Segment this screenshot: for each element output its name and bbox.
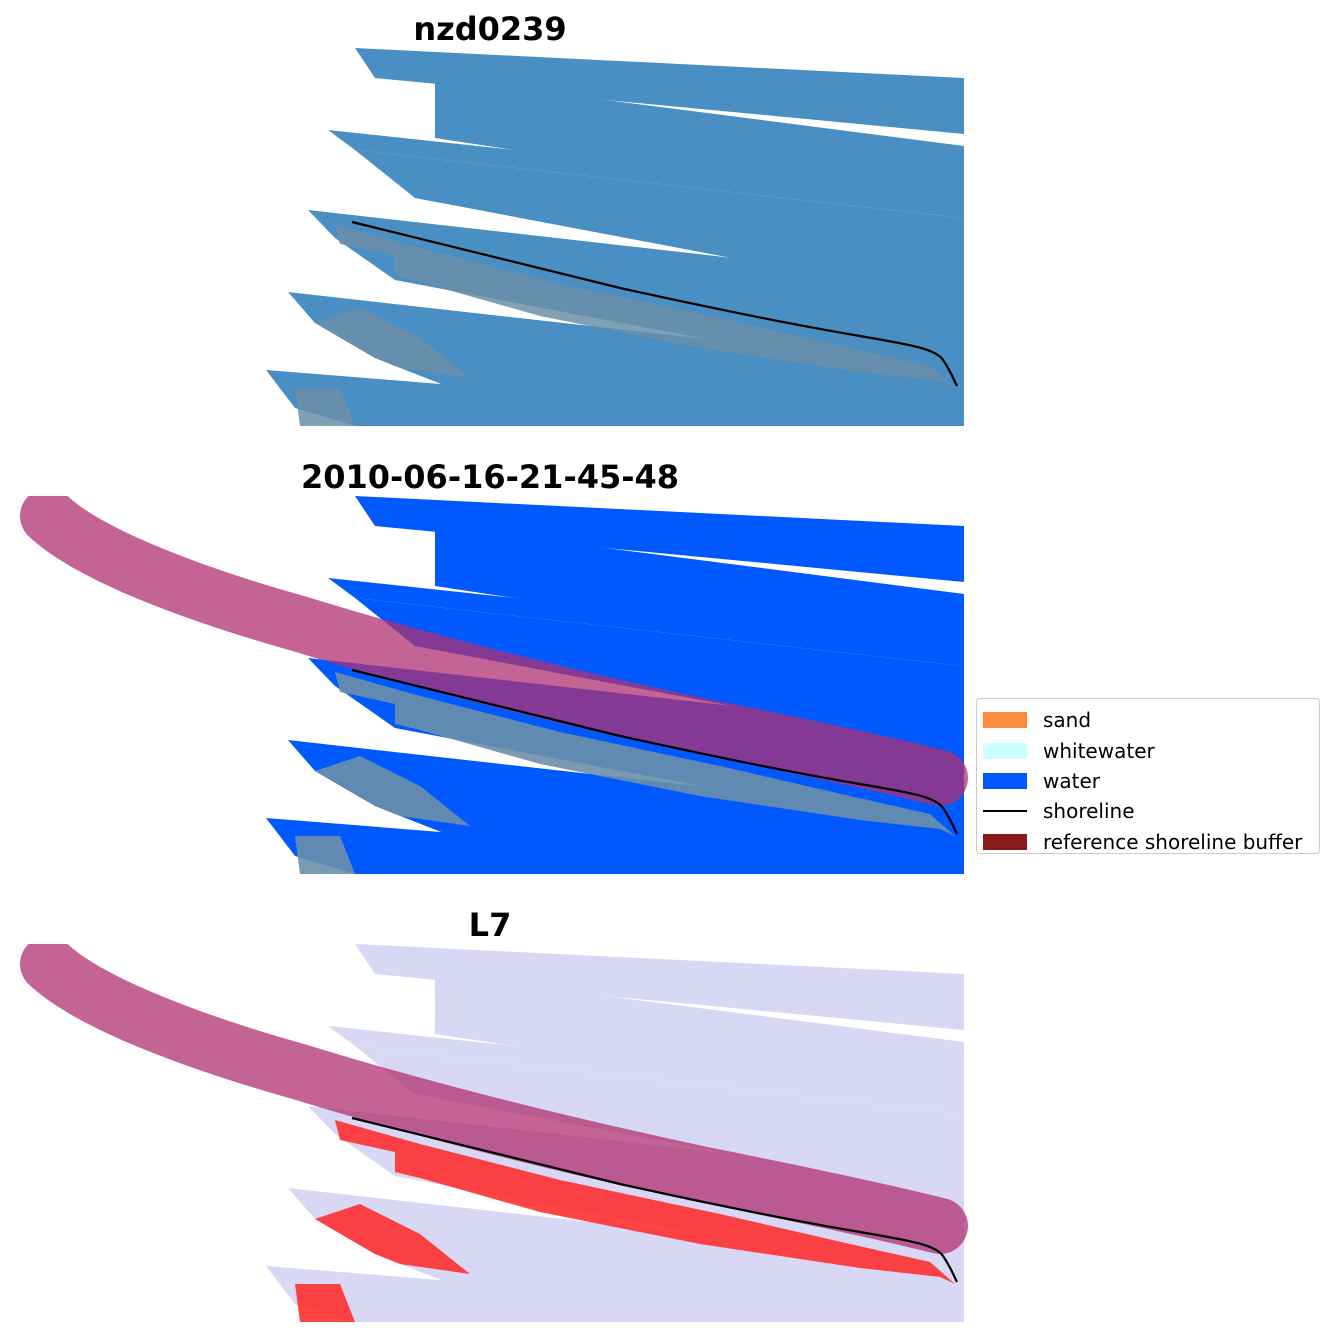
legend-item-buffer: reference shoreline buffer [983, 827, 1319, 857]
legend-item-shoreline: shoreline [983, 796, 1319, 826]
rgb-image [266, 48, 964, 426]
legend-label-sand: sand [1043, 708, 1092, 733]
legend-swatch-sand [983, 712, 1027, 729]
land-area [295, 1120, 955, 1322]
legend: sand whitewater water shoreline referenc… [976, 698, 1320, 854]
land-area [295, 224, 955, 426]
reference-shoreline-buffer [20, 944, 968, 1254]
legend-swatch-whitewater [983, 742, 1027, 759]
legend-swatch-shoreline [983, 810, 1027, 813]
legend-swatch-water [983, 772, 1027, 789]
legend-item-whitewater: whitewater [983, 735, 1319, 765]
legend-label-water: water [1043, 768, 1100, 793]
legend-swatch-buffer [983, 833, 1027, 850]
legend-item-sand: sand [983, 705, 1319, 735]
legend-label-shoreline: shoreline [1043, 799, 1135, 824]
reference-shoreline-buffer [20, 496, 968, 806]
land-area [295, 672, 955, 874]
legend-item-water: water [983, 766, 1319, 796]
legend-label-buffer: reference shoreline buffer [1043, 829, 1303, 854]
rgb-image-panel [0, 48, 1336, 428]
index-panel [0, 944, 1336, 1324]
index-image [20, 944, 968, 1322]
classification-panel [0, 496, 1336, 876]
legend-label-whitewater: whitewater [1043, 738, 1155, 763]
panel-title-index: L7 [468, 906, 512, 944]
panel-title-classification: 2010-06-16-21-45-48 [300, 458, 680, 496]
classification-image [20, 496, 968, 874]
shoreline [351, 220, 958, 387]
panel-title-rgb: nzd0239 [413, 10, 567, 48]
shoreline [351, 668, 958, 835]
shoreline [351, 1116, 958, 1283]
